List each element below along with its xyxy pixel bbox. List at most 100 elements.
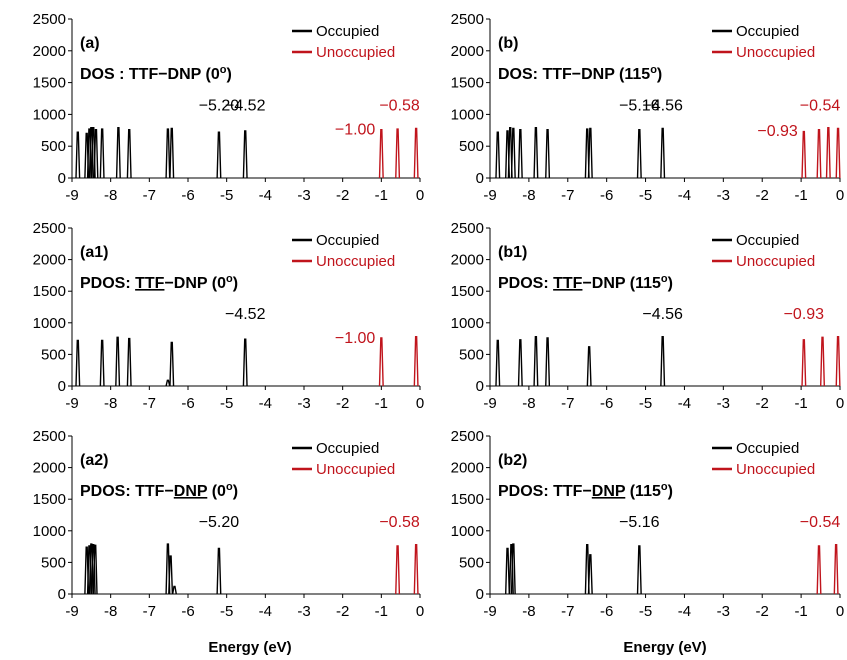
panel-title-part: TTF <box>135 275 165 292</box>
panel-title-part: ) <box>668 483 673 500</box>
x-tick-label: -3 <box>297 187 310 204</box>
x-tick-label: -2 <box>756 187 769 204</box>
y-tick-label: 500 <box>459 138 484 155</box>
peak-annotation: −4.56 <box>642 306 683 323</box>
dos-peak <box>833 544 839 595</box>
y-tick-label: 1000 <box>33 315 66 332</box>
x-tick-label: -4 <box>259 603 272 620</box>
dos-peak <box>586 346 592 387</box>
panel-label: (a) <box>80 35 100 52</box>
x-tick-label: 0 <box>416 395 424 412</box>
y-tick-label: 1000 <box>33 523 66 540</box>
legend-occupied-label: Occupied <box>316 23 379 40</box>
x-tick-label: -1 <box>794 395 807 412</box>
occupied-series <box>75 336 248 387</box>
dos-peak <box>395 128 401 179</box>
y-tick-label: 1500 <box>33 75 66 92</box>
occupied-series <box>84 543 222 595</box>
panel-title: PDOS: TTF−DNP (115o) <box>498 481 673 500</box>
panel-title: PDOS: TTF−DNP (0o) <box>80 481 238 500</box>
x-tick-label: -3 <box>297 395 310 412</box>
dos-peak <box>636 545 642 595</box>
x-tick-label: -2 <box>336 603 349 620</box>
dos-peak <box>75 131 81 179</box>
x-tick-label: -7 <box>561 603 574 620</box>
dos-peak <box>165 128 171 179</box>
dos-peak <box>825 127 831 179</box>
y-tick-label: 2500 <box>451 428 484 445</box>
x-tick-label: -3 <box>717 187 730 204</box>
x-tick-label: 0 <box>836 187 844 204</box>
y-tick-label: 2500 <box>451 11 484 28</box>
y-tick-label: 0 <box>58 170 66 187</box>
x-tick-label: -5 <box>220 603 233 620</box>
dos-peak <box>584 128 590 179</box>
x-tick-label: -9 <box>483 603 496 620</box>
x-tick-label: -5 <box>220 395 233 412</box>
x-tick-label: 0 <box>416 603 424 620</box>
occupied-series <box>495 127 666 179</box>
x-tick-label: -2 <box>336 395 349 412</box>
panel-title-part: PDOS: <box>80 275 135 292</box>
y-tick-label: 2000 <box>33 43 66 60</box>
y-tick-label: 2000 <box>33 252 66 269</box>
unoccupied-series <box>801 336 841 387</box>
peak-annotation: −5.20 <box>199 514 240 531</box>
panel-title-part: −DNP (0 <box>164 275 226 292</box>
x-tick-label: -8 <box>522 603 535 620</box>
dos-peak <box>395 545 401 595</box>
x-tick-label: -8 <box>104 187 117 204</box>
dos-peak <box>816 545 822 595</box>
chart-panel: 0 500 1000 1500 2000 2500 -9 -8 -7 -6 -5 -4 -3 -2 -1 0 (… <box>33 428 425 620</box>
peak-annotation: −0.58 <box>379 514 420 531</box>
panel-title: DOS : TTF−DNP (0o) <box>80 64 232 83</box>
dos-peak <box>533 336 539 387</box>
peak-annotation: −0.93 <box>757 123 798 140</box>
panel-title-part: ) <box>233 483 238 500</box>
dos-peak <box>584 544 590 595</box>
x-tick-label: -4 <box>678 395 691 412</box>
dos-peak <box>115 336 121 387</box>
dos-peak <box>636 128 642 179</box>
dos-peak <box>165 379 171 387</box>
peak-annotation: −5.16 <box>619 514 660 531</box>
y-tick-label: 1500 <box>451 283 484 300</box>
x-tick-label: -6 <box>181 603 194 620</box>
dos-peak <box>801 130 807 179</box>
dos-peak <box>835 336 841 387</box>
x-tick-label: -6 <box>181 395 194 412</box>
y-tick-label: 1000 <box>33 106 66 123</box>
unoccupied-series <box>801 127 841 179</box>
peak-annotation: −1.00 <box>335 122 376 139</box>
legend-unoccupied-label: Unoccupied <box>316 253 395 270</box>
x-tick-label: -4 <box>259 395 272 412</box>
peak-annotation: −0.54 <box>800 97 841 114</box>
panel-title-part: TTF <box>553 275 583 292</box>
dos-peak <box>378 128 384 179</box>
x-tick-label: -4 <box>259 187 272 204</box>
dos-peak <box>517 339 523 387</box>
x-tick-label: -6 <box>600 395 613 412</box>
peak-annotation: −5.16 <box>619 97 660 114</box>
dos-peak <box>168 555 174 595</box>
dos-peak <box>507 127 513 179</box>
unoccupied-series <box>378 127 419 179</box>
panel-title-part: (115 <box>625 483 661 500</box>
dos-peak <box>413 544 419 595</box>
x-tick-label: -6 <box>181 187 194 204</box>
x-tick-label: -9 <box>483 187 496 204</box>
panel-label: (a1) <box>80 244 108 261</box>
dos-peak <box>242 338 248 387</box>
y-tick-label: 2500 <box>33 11 66 28</box>
x-tick-label: -9 <box>65 395 78 412</box>
dos-peak <box>169 341 175 387</box>
x-tick-label: -1 <box>375 603 388 620</box>
y-tick-label: 0 <box>476 586 484 603</box>
y-tick-label: 0 <box>58 586 66 603</box>
x-tick-label: -3 <box>297 603 310 620</box>
panel-title-part: ) <box>657 66 662 83</box>
x-tick-label: -6 <box>600 187 613 204</box>
dos-peak <box>242 130 248 179</box>
y-tick-label: 500 <box>41 346 66 363</box>
